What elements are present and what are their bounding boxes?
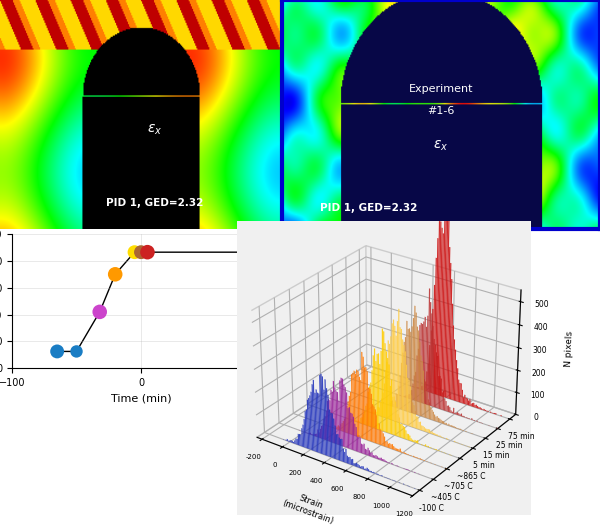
Point	[130, 248, 139, 256]
Point	[143, 248, 152, 256]
Text: $\varepsilon_x$: $\varepsilon_x$	[148, 123, 163, 137]
X-axis label: Strain
(microstrain): Strain (microstrain)	[281, 489, 338, 526]
Text: PID 1, GED=2.32: PID 1, GED=2.32	[320, 203, 418, 213]
Point	[253, 248, 262, 256]
Point	[110, 270, 120, 279]
Point	[95, 308, 104, 316]
Text: PID 1, GED=2.32: PID 1, GED=2.32	[106, 198, 204, 208]
Point	[136, 248, 146, 256]
Text: $\varepsilon_x$: $\varepsilon_x$	[433, 139, 449, 153]
Point	[52, 347, 62, 356]
X-axis label: Time (min): Time (min)	[110, 393, 172, 403]
Text: Experiment: Experiment	[409, 84, 473, 94]
Point	[72, 347, 82, 356]
Text: #1-6: #1-6	[427, 106, 455, 116]
